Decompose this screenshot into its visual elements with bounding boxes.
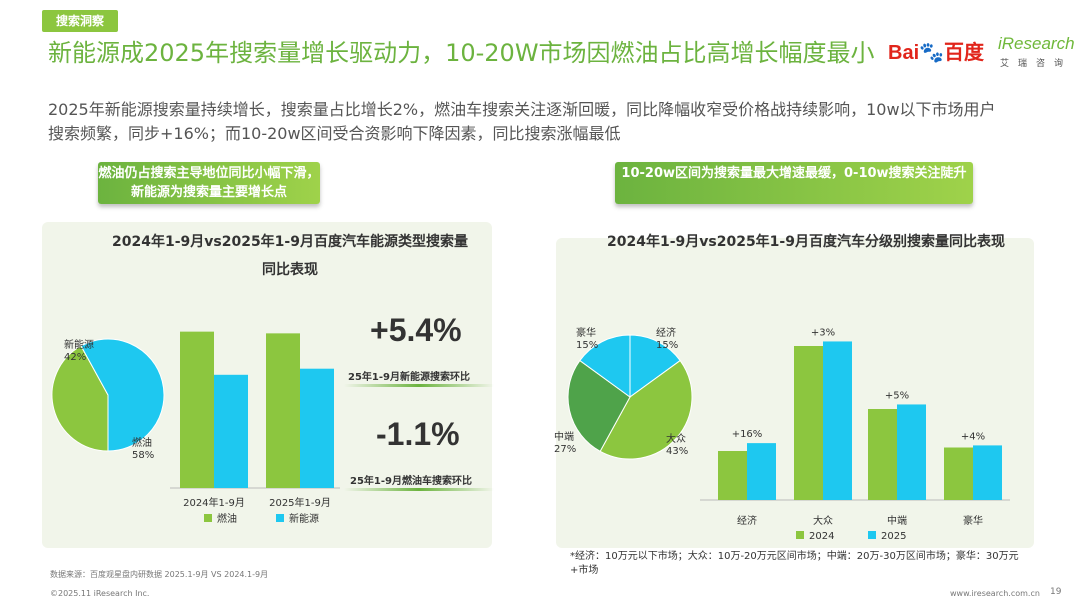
segment-bar-chart: +16% 经济 +3% 大众 +5% 中端 +4% 豪华 2024 2025 (700, 327, 1010, 542)
stat-fuel-label: 25年1-9月燃油车搜索环比 (350, 476, 472, 487)
pie-slice (599, 359, 693, 460)
right-banner: 10-20w区间为搜索量最大增速最缓，0-10w搜索关注陡升 (615, 162, 973, 204)
bar (747, 443, 776, 500)
stat-new-energy-value: +5.4% (370, 312, 462, 348)
stat-underline (344, 488, 494, 491)
data-source: 数据来源：百度观星盘内研数据 2025.1-9月 VS 2024.1-9月 (50, 570, 269, 579)
bar (794, 346, 823, 500)
x-tick-label: 豪华 (963, 514, 983, 527)
pie-value: 42% (64, 352, 86, 363)
bar (897, 404, 926, 500)
pie-label: 经济 (656, 326, 676, 339)
bar (300, 368, 334, 488)
iresearch-logo-cn: 艾瑞咨询 (1000, 59, 1073, 69)
left-chart-title: 2024年1-9月vs2025年1-9月百度汽车能源类型搜索量同比表现 (112, 234, 468, 278)
pie-value: 15% (576, 340, 598, 351)
baidu-logo-text: Bai (888, 42, 920, 64)
legend-swatch (204, 514, 212, 522)
data-label: +4% (961, 431, 985, 442)
pie-value: 27% (554, 444, 576, 455)
data-label: +16% (732, 429, 763, 440)
data-label: +5% (885, 390, 909, 401)
pie-slice (629, 334, 681, 398)
legend-label: 新能源 (289, 512, 319, 525)
x-tick-label: 2024年1-9月 (183, 496, 245, 509)
pie-label: 中端 (554, 430, 574, 443)
stat-fuel-value: -1.1% (376, 416, 460, 452)
bar (823, 341, 852, 500)
segment-note: *经济：10万元以下市场；大众：10万-20万元区间市场；中端：20万-30万区… (570, 551, 1019, 576)
website: www.iresearch.com.cn (950, 589, 1040, 598)
legend-swatch (868, 531, 876, 539)
bar (180, 331, 214, 488)
baidu-logo-cn: 百度 (944, 42, 985, 64)
legend-swatch (796, 531, 804, 539)
pie-value: 58% (132, 450, 154, 461)
right-chart-title: 2024年1-9月vs2025年1-9月百度汽车分级别搜索量同比表现 (607, 234, 1005, 250)
bar (944, 447, 973, 500)
bar (868, 409, 897, 500)
bar (266, 333, 300, 488)
paw-icon: 🐾 (919, 42, 945, 64)
section-tag: 搜索洞察 (42, 10, 118, 32)
page-number: 19 (1050, 587, 1062, 597)
legend-label: 燃油 (217, 512, 237, 525)
pie-label: 新能源 (64, 338, 94, 351)
data-label: +3% (811, 327, 835, 338)
pie-slice (567, 359, 631, 453)
page-title: 新能源成2025年搜索量增长驱动力，10-20W市场因燃油占比高增长幅度最小 (48, 39, 875, 67)
legend-label: 2025 (881, 531, 906, 542)
energy-bar-chart: 2024年1-9月 2025年1-9月燃油 新能源 (170, 331, 340, 525)
page-subtitle: 2025年新能源搜索量持续增长，搜索量占比增长2%，燃油车搜索关注逐渐回暖，同比… (48, 100, 996, 143)
pie-label: 大众 (666, 432, 686, 445)
pie-slice (80, 338, 165, 452)
pie-slice (51, 345, 109, 452)
baidu-logo: Bai🐾百度 (888, 36, 984, 65)
stat-underline (344, 384, 494, 387)
legend-label: 2024 (809, 531, 834, 542)
pie-label: 燃油 (132, 436, 152, 449)
legend-swatch (276, 514, 284, 522)
copyright: ©2025.11 iResearch Inc. (50, 589, 150, 598)
x-tick-label: 大众 (813, 514, 833, 527)
pie-value: 15% (656, 340, 678, 351)
x-tick-label: 2025年1-9月 (269, 496, 331, 509)
pie-slice (579, 334, 631, 398)
iresearch-logo: iResearch (998, 34, 1075, 53)
bar (718, 451, 747, 500)
bar (214, 374, 248, 488)
bar (973, 445, 1002, 500)
pie-label: 豪华 (576, 326, 596, 339)
x-tick-label: 中端 (887, 514, 907, 527)
pie-value: 43% (666, 446, 688, 457)
left-banner: 燃油仍占搜索主导地位同比小幅下滑，新能源为搜索量主要增长点 (98, 162, 320, 204)
logo-group: Bai🐾百度 iResearch 艾瑞咨询 (888, 26, 1078, 72)
x-tick-label: 经济 (737, 514, 757, 527)
stat-new-energy-label: 25年1-9月新能源搜索环比 (348, 372, 470, 383)
